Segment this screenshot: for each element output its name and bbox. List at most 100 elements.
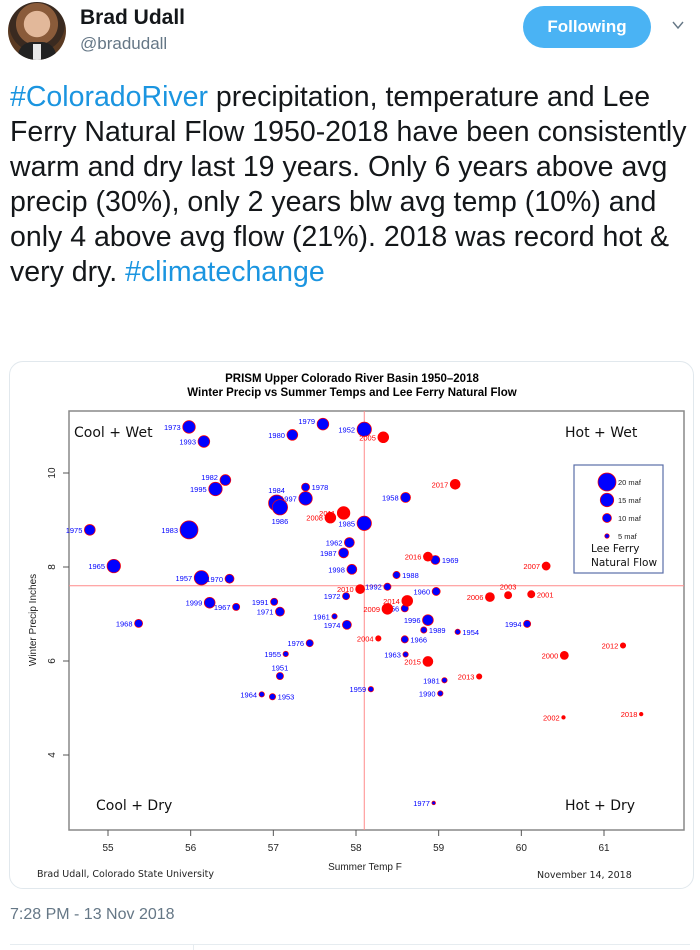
- data-label-2014: 2014: [383, 597, 400, 606]
- data-label-1971: 1971: [257, 608, 274, 617]
- data-label-2017: 2017: [432, 480, 449, 489]
- data-label-2010: 2010: [337, 585, 354, 594]
- footer-date: November 14, 2018: [537, 870, 632, 881]
- x-tick-label: 56: [185, 843, 197, 854]
- data-point-1972: [342, 592, 351, 601]
- data-point-1968: [134, 619, 143, 628]
- scatter-chart: PRISM Upper Colorado River Basin 1950–20…: [28, 373, 685, 881]
- legend-label: 20 maf: [618, 478, 642, 487]
- legend-box: [573, 464, 664, 574]
- avatar-shirt: [33, 44, 41, 60]
- data-point-1951: [275, 672, 284, 680]
- tweet-media-chart[interactable]: PRISM Upper Colorado River Basin 1950–20…: [9, 361, 694, 889]
- data-label-1977: 1977: [413, 799, 430, 808]
- tweet-text: #ColoradoRiver precipitation, temperatur…: [10, 80, 690, 290]
- data-label-1992: 1992: [365, 583, 382, 592]
- y-tick-label: 8: [47, 564, 58, 570]
- data-point-1954: [454, 628, 461, 635]
- tweet-body: precipitation, temperature and Lee Ferry…: [10, 81, 687, 288]
- hashtag-coloradoriver[interactable]: #ColoradoRiver: [10, 81, 209, 113]
- data-label-1979: 1979: [298, 417, 315, 426]
- tweet-timestamp[interactable]: 7:28 PM - 13 Nov 2018: [10, 906, 175, 923]
- legend-label: 15 maf: [618, 496, 642, 505]
- data-point-1955: [282, 650, 289, 658]
- data-point-1988: [392, 571, 401, 579]
- data-label-1990: 1990: [419, 689, 436, 698]
- data-label-1983: 1983: [161, 526, 178, 535]
- x-tick-label: 58: [350, 843, 362, 854]
- data-label-2001: 2001: [537, 590, 554, 599]
- quadrant-label-hot-wet: Hot + Wet: [565, 425, 638, 441]
- data-point-1980: [286, 429, 299, 441]
- data-label-1952: 1952: [338, 425, 355, 434]
- plot-frame: [68, 410, 685, 831]
- following-button[interactable]: Following: [523, 6, 651, 48]
- data-label-1967: 1967: [214, 603, 231, 612]
- data-label-1961: 1961: [313, 612, 330, 621]
- legend-marker: [604, 533, 610, 539]
- data-label-1966: 1966: [410, 635, 427, 644]
- legend-marker: [599, 492, 615, 508]
- data-label-1986: 1986: [272, 517, 289, 526]
- data-label-1970: 1970: [206, 575, 223, 584]
- data-label-1962: 1962: [326, 539, 343, 548]
- data-point-2018: [639, 711, 644, 717]
- data-point-1953: [269, 693, 277, 701]
- data-label-2007: 2007: [523, 562, 540, 571]
- quadrant-label-hot-dry: Hot + Dry: [565, 798, 635, 814]
- data-point-1982: [219, 474, 232, 486]
- data-label-1999: 1999: [186, 599, 203, 608]
- data-label-1995: 1995: [190, 485, 207, 494]
- legend-caption-1: Lee Ferry: [591, 543, 640, 555]
- data-label-2003: 2003: [500, 583, 517, 592]
- data-label-1957: 1957: [176, 574, 193, 583]
- data-point-2014: [401, 595, 414, 607]
- data-point-2001: [527, 590, 536, 599]
- legend-label: 10 maf: [618, 514, 642, 523]
- data-point-1970: [224, 573, 235, 584]
- data-label-1963: 1963: [384, 650, 401, 659]
- legend-marker: [597, 472, 617, 492]
- data-point-1993: [197, 435, 211, 448]
- data-point-2009: [381, 603, 394, 615]
- data-label-1987: 1987: [320, 549, 337, 558]
- chevron-down-icon[interactable]: [671, 18, 685, 32]
- data-point-2013: [476, 673, 483, 680]
- data-label-2004: 2004: [357, 634, 374, 643]
- divider: [10, 944, 690, 945]
- data-point-2005: [377, 431, 390, 444]
- data-point-1999: [203, 596, 216, 609]
- data-point-2010: [355, 584, 365, 594]
- data-label-2008: 2008: [306, 514, 323, 523]
- y-axis-label: Winter Precip Inches: [28, 574, 39, 666]
- x-tick-label: 55: [102, 843, 114, 854]
- data-point-2017: [449, 478, 461, 490]
- y-tick-label: 4: [47, 752, 58, 758]
- data-point-1998: [346, 564, 358, 575]
- data-label-1968: 1968: [116, 619, 133, 628]
- footer-credit: Brad Udall, Colorado State University: [37, 869, 214, 880]
- data-point-1985: [356, 515, 372, 531]
- data-label-1969: 1969: [442, 556, 459, 565]
- data-label-1984: 1984: [268, 486, 285, 495]
- x-tick-label: 60: [516, 843, 528, 854]
- data-point-1994: [523, 619, 532, 628]
- avatar[interactable]: [8, 2, 66, 60]
- data-point-2008: [324, 511, 337, 524]
- data-point-1992: [383, 582, 392, 591]
- data-point-1961: [331, 613, 338, 620]
- data-label-1988: 1988: [402, 571, 419, 580]
- data-label-1960: 1960: [413, 587, 430, 596]
- data-point-1981: [441, 677, 448, 684]
- data-point-1976: [305, 639, 314, 648]
- chart-subtitle: Winter Precip vs Summer Temps and Lee Fe…: [187, 387, 517, 399]
- hashtag-climatechange[interactable]: #climatechange: [125, 256, 325, 288]
- data-point-2000: [559, 650, 569, 660]
- tweet-header: Brad Udall @bradudall Following: [0, 0, 700, 70]
- data-label-1965: 1965: [88, 562, 105, 571]
- data-label-1973: 1973: [164, 423, 181, 432]
- data-point-2007: [541, 561, 551, 571]
- user-name[interactable]: Brad Udall: [80, 6, 186, 29]
- user-handle[interactable]: @bradudall: [80, 34, 168, 53]
- data-label-1964: 1964: [240, 690, 257, 699]
